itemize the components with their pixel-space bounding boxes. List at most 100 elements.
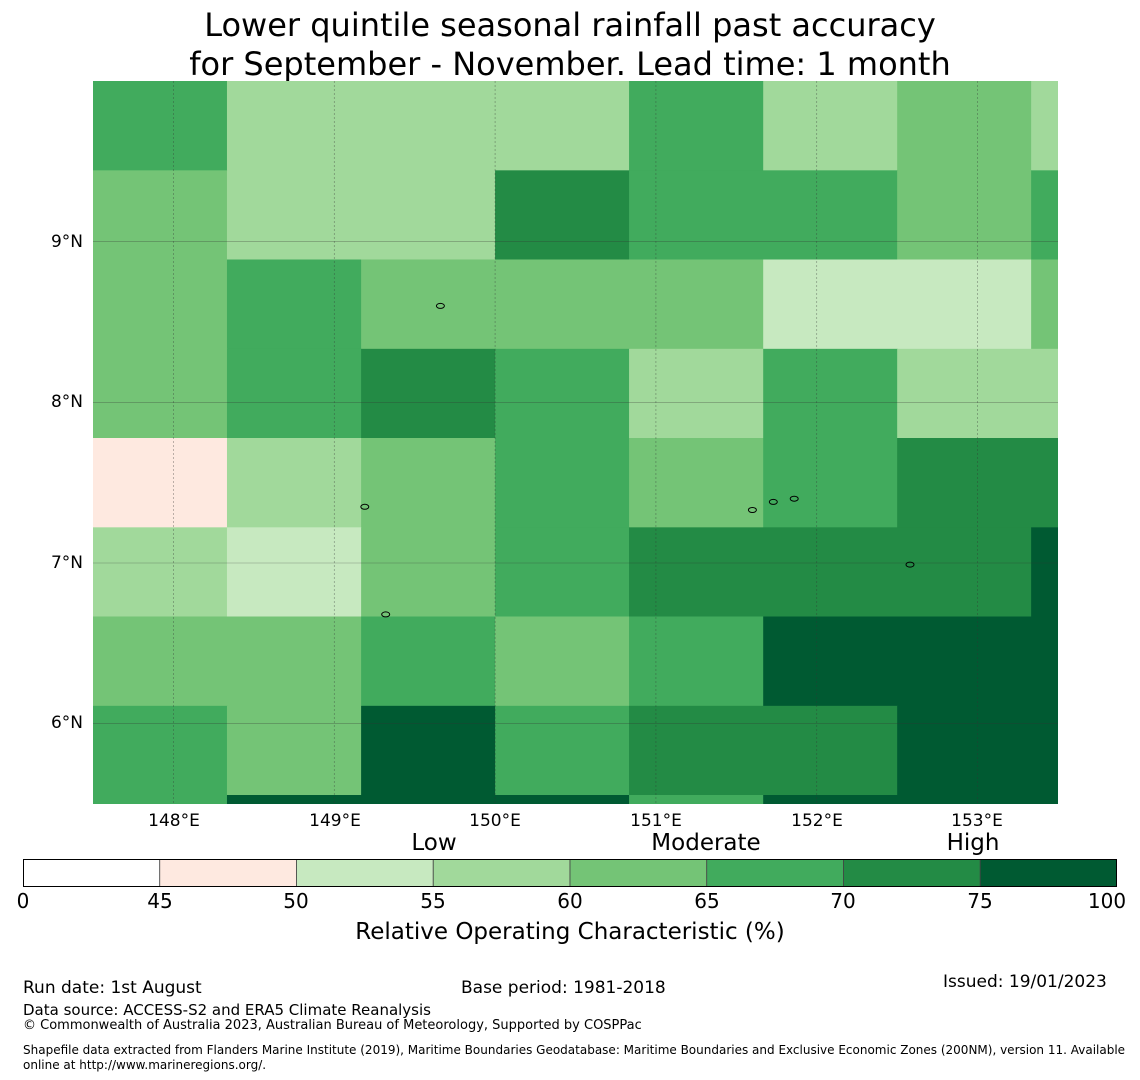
map-cell <box>361 438 496 528</box>
map-cell <box>495 170 630 261</box>
map-cell <box>226 348 362 439</box>
colorbar-segment <box>23 859 161 887</box>
run-date: Run date: 1st August <box>23 978 202 998</box>
lat-label-6n: 6°N <box>50 713 83 733</box>
shapefile-credit-line-2: online at http://www.marineregions.org/. <box>23 1058 267 1072</box>
map-cell <box>629 348 764 439</box>
map-title-line-1: Lower quintile seasonal rainfall past ac… <box>204 6 936 44</box>
map-cell <box>629 438 764 528</box>
map-cell <box>495 438 630 528</box>
map-cell <box>1031 259 1058 350</box>
legend-tick-65: 65 <box>694 889 720 913</box>
lon-label-151e: 151°E <box>630 811 682 831</box>
map-cell <box>763 616 1058 707</box>
island-outline <box>435 302 445 309</box>
island-outline <box>381 611 391 618</box>
map-cell <box>763 259 1032 350</box>
map-cell <box>226 170 496 261</box>
map-cell <box>763 81 898 171</box>
map-title-line-2: for September - November. Lead time: 1 m… <box>189 45 951 83</box>
map-cell <box>361 348 496 439</box>
legend-tick-75: 75 <box>967 889 993 913</box>
colorbar-segment <box>569 859 708 887</box>
map-cell <box>1031 81 1058 171</box>
legend-category-moderate: Moderate <box>651 830 761 856</box>
map-cell <box>361 259 496 350</box>
map-cell <box>629 527 1032 618</box>
map-cell <box>763 795 1058 804</box>
map-cell <box>226 438 362 528</box>
map-cell <box>629 795 764 804</box>
map-cell <box>93 259 228 350</box>
map-cell <box>226 259 362 350</box>
island-outlines <box>360 302 915 618</box>
colorbar-segment <box>843 859 981 887</box>
map-cell <box>495 795 630 804</box>
map-cell <box>93 705 228 796</box>
base-period: Base period: 1981-2018 <box>461 978 666 998</box>
map-cell <box>93 170 228 261</box>
legend-tick-55: 55 <box>420 889 446 913</box>
map-cell <box>1031 527 1058 618</box>
map-cell <box>629 616 764 707</box>
legend-tick-70: 70 <box>830 889 856 913</box>
map-cell <box>361 705 496 796</box>
island-outline <box>747 507 757 513</box>
legend-colorbar <box>23 859 1117 887</box>
island-outline <box>789 495 799 502</box>
map-cell <box>763 438 898 528</box>
map-cell <box>897 170 1032 261</box>
colorbar-segment <box>979 859 1117 887</box>
legend-category-high: High <box>946 830 1000 856</box>
map-cell <box>763 348 898 439</box>
map-cell <box>361 616 496 707</box>
legend-title: Relative Operating Characteristic (%) <box>355 919 785 945</box>
legend-category-low: Low <box>411 830 457 856</box>
map-cell <box>629 81 764 171</box>
graticule <box>93 81 1058 804</box>
shapefile-credit-line-1: Shapefile data extracted from Flanders M… <box>23 1043 1126 1057</box>
map-cell <box>495 705 630 796</box>
map-cell <box>897 81 1032 171</box>
legend-tick-60: 60 <box>557 889 583 913</box>
grid-cells <box>93 81 1058 804</box>
map-cell <box>93 81 228 171</box>
map-cell <box>495 527 630 618</box>
island-outline <box>905 561 915 568</box>
map-cell <box>93 616 362 707</box>
map-cell <box>93 348 228 439</box>
lat-label-8n: 8°N <box>50 392 83 412</box>
colorbar-segment <box>159 859 297 887</box>
lon-label-150e: 150°E <box>469 811 521 831</box>
map-cell <box>93 795 228 804</box>
map-cell <box>1031 170 1058 261</box>
map-cell <box>361 527 496 618</box>
lat-label-9n: 9°N <box>50 232 83 252</box>
legend-tick-100: 100 <box>1087 889 1127 913</box>
issued-date: Issued: 19/01/2023 <box>943 972 1107 992</box>
colorbar-border <box>23 859 1117 887</box>
map-cell <box>226 527 362 618</box>
lon-label-148e: 148°E <box>148 811 200 831</box>
lon-label-152e: 152°E <box>791 811 843 831</box>
colorbar-segment <box>706 859 844 887</box>
map-cell <box>226 81 496 171</box>
map-cell <box>93 438 228 528</box>
colorbar-segment <box>432 859 571 887</box>
map-cell <box>629 705 898 796</box>
lon-label-149e: 149°E <box>309 811 361 831</box>
map-cell <box>93 527 228 618</box>
map-cell <box>495 616 630 707</box>
data-source: Data source: ACCESS-S2 and ERA5 Climate … <box>23 1001 431 1019</box>
map-cell <box>226 795 496 804</box>
legend-tick-45: 45 <box>147 889 173 913</box>
lat-label-7n: 7°N <box>50 553 83 573</box>
copyright: © Commonwealth of Australia 2023, Austra… <box>23 1018 642 1033</box>
colorbar-segment <box>296 859 434 887</box>
island-outline <box>768 498 778 505</box>
lon-label-153e: 153°E <box>951 811 1003 831</box>
map-cell <box>495 81 630 171</box>
legend-tick-50: 50 <box>283 889 309 913</box>
map-cell <box>226 705 362 796</box>
map-cell <box>629 170 898 261</box>
